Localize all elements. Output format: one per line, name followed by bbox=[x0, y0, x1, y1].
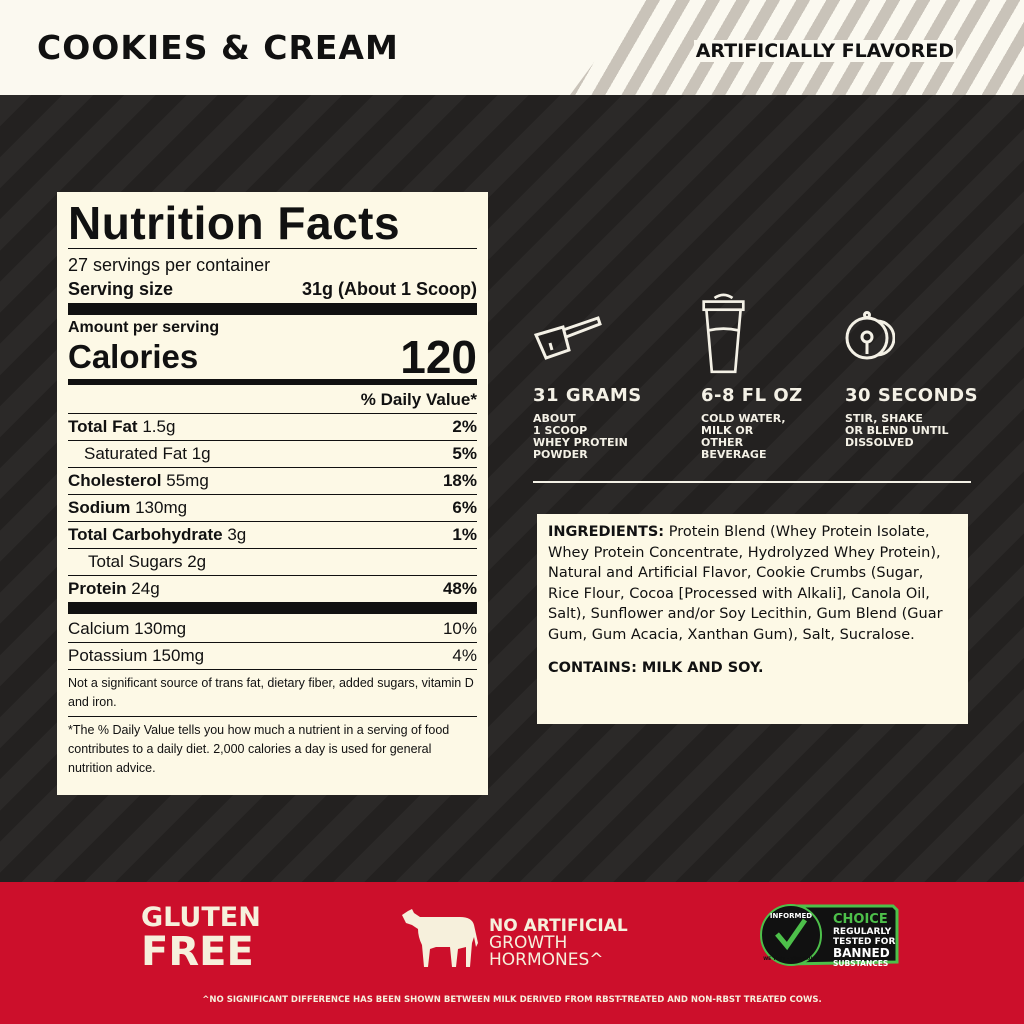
direction-title: 6-8 FL OZ bbox=[701, 385, 803, 406]
nutrient-row: Protein 24g 48% bbox=[68, 575, 477, 602]
no-hormones-claim: NO ARTIFICIAL GROWTH HORMONES^ bbox=[489, 918, 628, 969]
mineral-row: Potassium 150mg 4% bbox=[68, 642, 477, 669]
nutrition-facts-panel: Nutrition Facts 27 servings per containe… bbox=[57, 192, 488, 795]
mineral-dv: 4% bbox=[452, 646, 477, 665]
nutrient-amount: 1.5g bbox=[142, 417, 176, 436]
nutrient-amount: 3g bbox=[227, 525, 247, 544]
choice-text: CHOICE REGULARLY TESTED FOR BANNED SUBST… bbox=[833, 912, 895, 969]
direction-title: 30 SECONDS bbox=[845, 385, 979, 406]
nutrition-title: Nutrition Facts bbox=[68, 198, 477, 249]
nutrient-row: Total Sugars 2g bbox=[68, 548, 477, 575]
informed-choice-badge: INFORMED WE TEST · YOU TRUST bbox=[760, 904, 899, 966]
informed-text: INFORMED bbox=[770, 912, 812, 920]
flavor-title: COOKIES & CREAM bbox=[37, 28, 399, 67]
direction-title: 31 GRAMS bbox=[533, 385, 642, 406]
direction-desc: ABOUT 1 SCOOP WHEY PROTEIN POWDER bbox=[533, 412, 628, 461]
choice-line: TESTED FOR bbox=[833, 937, 896, 947]
divider-thick bbox=[68, 303, 477, 315]
nutrient-row: Total Fat 1.5g 2% bbox=[68, 413, 477, 440]
serving-size-label: Serving size bbox=[68, 279, 174, 299]
servings-per-container: 27 servings per container bbox=[68, 255, 271, 275]
scoop-icon bbox=[533, 316, 602, 360]
flavor-note: ARTIFICIALLY FLAVORED bbox=[693, 40, 956, 62]
nutrient-dv: 1% bbox=[452, 525, 477, 544]
direction-amount: 31 GRAMS ABOUT 1 SCOOP WHEY PROTEIN POWDER bbox=[533, 310, 683, 461]
timer-icon bbox=[845, 311, 895, 360]
gluten-free-claim: GLUTEN FREE bbox=[141, 904, 261, 973]
nutrient-label: Total Sugars 2g bbox=[88, 552, 207, 571]
nutrient-dv: 18% bbox=[442, 471, 477, 490]
ingredients-panel: INGREDIENTS: Protein Blend (Whey Protein… bbox=[537, 514, 968, 724]
nutrient-amount: 130mg bbox=[135, 498, 188, 517]
ingredients-label: INGREDIENTS: bbox=[548, 524, 665, 540]
ingredients-text: INGREDIENTS: Protein Blend (Whey Protein… bbox=[548, 522, 957, 645]
nutrient-label: Cholesterol bbox=[68, 471, 162, 490]
ingredients-list: Protein Blend (Whey Protein Isolate, Whe… bbox=[548, 524, 943, 643]
calories-label: Calories bbox=[68, 338, 199, 375]
directions: 31 GRAMS ABOUT 1 SCOOP WHEY PROTEIN POWDER … bbox=[533, 293, 978, 485]
nutrient-amount: 55mg bbox=[166, 471, 209, 490]
gluten-line1: GLUTEN bbox=[141, 902, 261, 933]
nutrient-dv: 5% bbox=[452, 444, 477, 463]
header-band: COOKIES & CREAM ARTIFICIALLY FLAVORED bbox=[0, 0, 1024, 95]
shaker-icon bbox=[702, 293, 745, 374]
hormones-line3: HORMONES^ bbox=[489, 950, 604, 970]
nutrient-amount: 24g bbox=[131, 579, 160, 598]
mineral-label: Potassium 150mg bbox=[68, 646, 205, 665]
choice-line: BANNED bbox=[833, 946, 890, 960]
nutrient-label: Total Fat bbox=[68, 417, 138, 436]
choice-label: CHOICE bbox=[833, 912, 888, 927]
hormone-disclaimer: ^NO SIGNIFICANT DIFFERENCE HAS BEEN SHOW… bbox=[202, 995, 822, 1005]
nutrient-row: Saturated Fat 1g 5% bbox=[68, 440, 477, 467]
mineral-row: Calcium 130mg 10% bbox=[68, 616, 477, 642]
divider-thick bbox=[68, 602, 477, 614]
hormones-line2: GROWTH bbox=[489, 933, 568, 953]
nutrient-dv: 2% bbox=[452, 417, 477, 436]
nutrient-label: Total Carbohydrate bbox=[68, 525, 223, 544]
serving-size-value: 31g (About 1 Scoop) bbox=[302, 279, 477, 299]
choice-line: REGULARLY bbox=[833, 927, 892, 937]
choice-line: SUBSTANCES bbox=[833, 959, 889, 968]
nutrient-dv: 48% bbox=[442, 579, 477, 598]
nutrient-dv: 6% bbox=[452, 498, 477, 517]
divider-medium bbox=[68, 379, 477, 385]
direction-time: 30 SECONDS STIR, SHAKE OR BLEND UNTIL DISS… bbox=[845, 310, 995, 449]
nutrient-row: Cholesterol 55mg 18% bbox=[68, 467, 477, 494]
direction-desc: COLD WATER, MILK OR OTHER BEVERAGE bbox=[701, 412, 786, 461]
nutrient-row: Sodium 130mg 6% bbox=[68, 494, 477, 521]
mineral-label: Calcium 130mg bbox=[68, 619, 187, 638]
direction-desc: STIR, SHAKE OR BLEND UNTIL DISSOLVED bbox=[845, 412, 949, 449]
dv-header-text: % Daily Value* bbox=[360, 390, 477, 409]
claims-band: GLUTEN FREE NO ARTIFICIAL GROWTH HORMONE… bbox=[0, 882, 1024, 1024]
cow-icon bbox=[402, 909, 478, 967]
calories-row: Calories 120 bbox=[68, 331, 477, 383]
gluten-line2: FREE bbox=[141, 929, 254, 975]
nutrient-label: Protein bbox=[68, 579, 127, 598]
footnote-daily-value: *The % Daily Value tells you how much a … bbox=[68, 716, 477, 782]
we-test-text: WE TEST · YOU TRUST bbox=[763, 956, 819, 962]
allergen-statement: CONTAINS: MILK AND SOY. bbox=[548, 660, 764, 676]
hormones-line1: NO ARTIFICIAL bbox=[489, 916, 628, 936]
footnote-not-significant: Not a significant source of trans fat, d… bbox=[68, 669, 477, 716]
divider-line bbox=[533, 481, 971, 483]
nutrient-row: Total Carbohydrate 3g 1% bbox=[68, 521, 477, 548]
direction-liquid: 6-8 FL OZ COLD WATER, MILK OR OTHER BEVERAG… bbox=[701, 288, 851, 461]
mineral-dv: 10% bbox=[442, 619, 477, 638]
calories-value: 120 bbox=[400, 331, 477, 383]
nutrient-label: Saturated Fat 1g bbox=[84, 444, 211, 463]
amount-per-serving: Amount per serving bbox=[68, 319, 220, 336]
serving-size-row: Serving size 31g (About 1 Scoop) bbox=[68, 277, 477, 301]
nutrient-label: Sodium bbox=[68, 498, 131, 517]
dv-header: % Daily Value* bbox=[68, 387, 477, 413]
